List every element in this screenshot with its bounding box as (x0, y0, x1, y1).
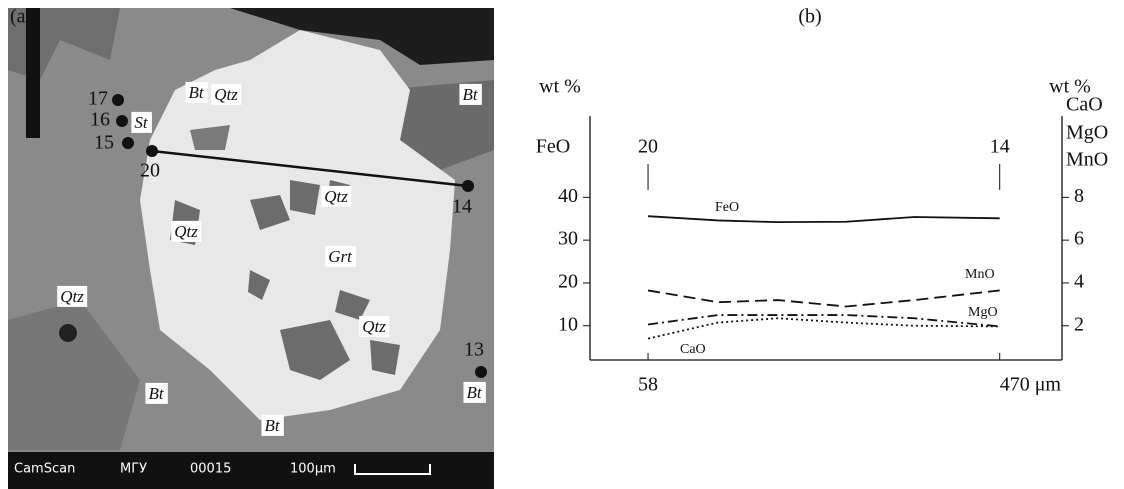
inclusion (290, 180, 320, 215)
mineral-label: Bt (466, 383, 482, 402)
y-tick-label: 40 (558, 185, 578, 207)
y-axis-label: FeO (536, 136, 570, 158)
mineral-label: Bt (462, 85, 478, 104)
series-line (648, 290, 1000, 306)
footer-text: 100μm (290, 462, 336, 477)
mineral-label: Qtz (214, 85, 238, 104)
annotation: 14 (990, 136, 1010, 158)
figure: (a) (b) wt % FeO wt % CaO MgO MnO 102030… (0, 0, 1124, 489)
pit (59, 324, 77, 342)
annotation: 20 (638, 136, 658, 158)
series-label: MnO (965, 267, 995, 282)
footer-text: МГУ (120, 462, 147, 477)
point-marker (116, 115, 128, 127)
point-marker (112, 94, 124, 106)
y-tick-label: 10 (558, 313, 578, 335)
panel-label: (b) (798, 6, 821, 28)
y2-tick-label: 6 (1074, 228, 1084, 250)
point-marker (462, 180, 474, 192)
y-tick-label: 20 (558, 271, 578, 293)
y2-axis-label: MnO (1066, 149, 1108, 171)
series-label: CaO (680, 342, 706, 357)
y2-tick-label: 4 (1074, 271, 1084, 293)
x-tick-label: 58 (638, 374, 658, 396)
series-line (648, 315, 1000, 326)
mineral-label: St (134, 113, 149, 132)
y2-tick-label: 2 (1074, 313, 1084, 335)
footer-text: 00015 (190, 462, 231, 477)
mineral-label: Qtz (362, 317, 386, 336)
point-label: 13 (464, 339, 484, 361)
y2-axis-label: CaO (1066, 94, 1103, 116)
point-marker (475, 366, 487, 378)
scale-bar-strip (8, 452, 494, 489)
point-label: 15 (94, 132, 114, 154)
mineral-label: Grt (328, 247, 353, 266)
y-tick-label: 30 (558, 228, 578, 250)
point-label: 20 (140, 160, 160, 182)
series-line (648, 318, 1000, 338)
footer-text: CamScan (14, 462, 75, 477)
mineral-label: Qtz (60, 287, 84, 306)
point-marker (122, 137, 134, 149)
point-label: 14 (452, 196, 472, 218)
micrograph: (a) (8, 6, 494, 489)
series-line (648, 216, 1000, 222)
mineral-label: Bt (264, 416, 280, 435)
mineral-label: Bt (188, 83, 204, 102)
chart: (b) wt % FeO wt % CaO MgO MnO 1020304024… (536, 6, 1108, 396)
point-label: 17 (88, 88, 108, 110)
y-axis-label: wt % (539, 76, 581, 98)
series-label: FeO (715, 200, 739, 215)
mineral-label: Bt (148, 384, 164, 403)
mineral-label: Qtz (174, 222, 198, 241)
point-marker (146, 145, 158, 157)
y2-axis-label: MgO (1066, 122, 1108, 144)
x-tick-label: 470 μm (1000, 374, 1062, 396)
panel-label: (a) (10, 6, 32, 28)
y2-tick-label: 8 (1074, 185, 1084, 207)
inclusion (370, 340, 400, 375)
point-label: 16 (90, 109, 110, 131)
mineral-label: Qtz (324, 187, 348, 206)
series-label: MgO (968, 305, 998, 320)
